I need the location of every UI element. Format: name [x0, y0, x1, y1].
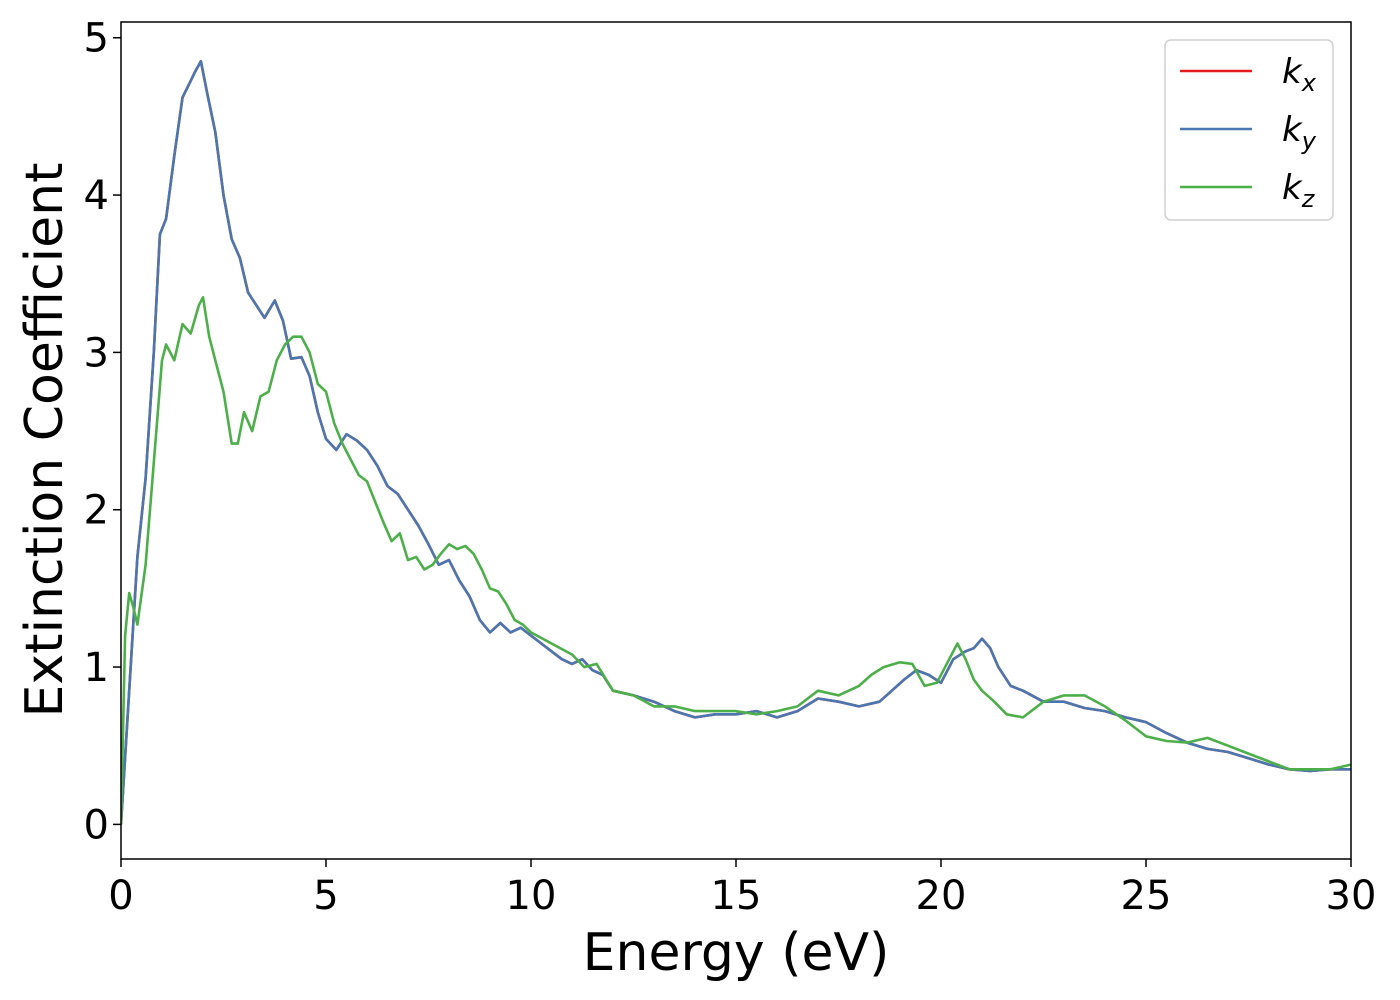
y-axis-label: Extinction Coefficient: [15, 163, 75, 718]
x-tick-label: 5: [313, 873, 338, 919]
x-tick-label: 10: [506, 873, 557, 919]
legend-label-z: kz: [1282, 168, 1316, 213]
x-tick-label: 0: [108, 873, 133, 919]
x-tick-label: 20: [916, 873, 967, 919]
y-tick-label: 5: [84, 16, 109, 62]
legend-label-base: k: [1282, 168, 1303, 208]
y-tick-label: 3: [84, 330, 109, 376]
x-tick-label: 25: [1121, 873, 1172, 919]
legend-label-y: ky: [1282, 110, 1317, 155]
y-axis: 0 1 2 3 4 5: [84, 16, 121, 848]
y-tick-label: 2: [84, 488, 109, 534]
series-line-y: [121, 60, 1351, 825]
legend-label-subscript: z: [1301, 185, 1316, 213]
legend-label-x: kx: [1282, 52, 1317, 97]
x-tick-label: 15: [711, 873, 762, 919]
y-tick-label: 1: [84, 645, 109, 691]
series-line-z: [121, 296, 1351, 825]
y-tick-label: 0: [84, 802, 109, 848]
y-tick-label: 4: [84, 173, 109, 219]
x-axis: 0 5 10 15 20 25 30: [108, 859, 1376, 919]
plot-area: [121, 60, 1351, 825]
legend-label-subscript: x: [1301, 69, 1317, 97]
x-axis-label: Energy (eV): [583, 923, 890, 983]
legend-label-base: k: [1282, 52, 1303, 92]
legend-label-base: k: [1282, 110, 1303, 150]
legend-label-subscript: y: [1301, 127, 1317, 155]
x-tick-label: 30: [1326, 873, 1377, 919]
